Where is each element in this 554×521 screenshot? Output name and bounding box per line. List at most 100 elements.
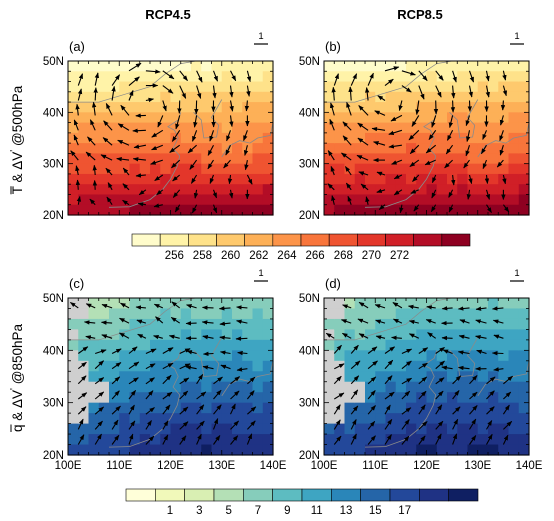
wind-vector [138, 189, 147, 196]
wind-vector [247, 376, 256, 385]
coastline [108, 112, 182, 208]
colorbar-swatch [301, 488, 332, 502]
heatmap-cell [232, 339, 243, 351]
heatmap-cell [139, 163, 151, 175]
wind-vector [418, 362, 428, 370]
heatmap-cell [98, 163, 110, 175]
heatmap-cell [129, 102, 141, 113]
heatmap-cell [406, 71, 417, 83]
heatmap-cell [344, 318, 356, 330]
heatmap-cell [68, 163, 79, 175]
wind-vector [342, 304, 352, 309]
wind-vector [122, 183, 130, 191]
heatmap-cell [447, 298, 458, 310]
heatmap-cell [375, 423, 387, 435]
heatmap-cell [252, 444, 264, 456]
wind-vector [350, 389, 359, 400]
heatmap-cell [78, 413, 90, 425]
wind-vector [77, 73, 84, 86]
heatmap-cell [477, 392, 489, 404]
heatmap-cell [232, 308, 243, 320]
heatmap-cell [201, 163, 213, 175]
heatmap-cell [191, 413, 202, 425]
heatmap-cell [406, 392, 417, 404]
heatmap-cell [221, 163, 233, 175]
heatmap-cell [477, 204, 489, 216]
heatmap-cell [508, 402, 520, 414]
wind-vector [111, 362, 122, 370]
heatmap-cell [508, 194, 520, 206]
heatmap-cell [68, 81, 79, 93]
heatmap-cell [232, 298, 243, 310]
heatmap-cell [447, 153, 458, 165]
wind-vector [344, 166, 352, 176]
heatmap-cell [416, 381, 428, 393]
wind-vector [435, 404, 443, 415]
wind-vector [145, 69, 161, 74]
wind-vector [190, 174, 198, 184]
lat-tick-label: 30N [43, 398, 64, 410]
wind-vector [374, 110, 386, 116]
wind-vector [111, 405, 121, 415]
wind-vectors [325, 301, 513, 445]
wind-vector [145, 363, 156, 370]
wind-vector [174, 204, 181, 213]
lon-tick-label: 110E [362, 460, 388, 472]
heatmap-cell [426, 173, 438, 185]
heatmap-cell [150, 102, 161, 113]
wind-vector [207, 159, 214, 170]
wind-vector [401, 390, 411, 400]
heatmap-cell [334, 102, 346, 113]
wind-vector [77, 406, 87, 415]
heatmap-cell [201, 339, 213, 351]
colorbar-swatch [155, 488, 185, 502]
heatmap-cell [211, 81, 223, 93]
heatmap-cell [365, 102, 376, 113]
heatmap-cell [395, 360, 407, 372]
wind-vector [111, 376, 121, 385]
heatmap-cell [457, 91, 469, 103]
wind-vector [500, 100, 506, 111]
heatmap-cell [354, 329, 366, 341]
heatmap-cell [221, 173, 233, 185]
wind-vector [435, 377, 445, 385]
heatmap-cell [262, 423, 274, 435]
heatmap-cell [395, 350, 407, 362]
heatmap-cell [324, 318, 335, 330]
wind-vector [458, 365, 470, 371]
wind-vector [391, 335, 402, 341]
heatmap-cell [98, 81, 110, 93]
heatmap-cell [385, 413, 397, 425]
heatmap-cell [406, 434, 417, 446]
heatmap-cell [365, 163, 376, 175]
heatmap-cell [375, 163, 387, 175]
wind-vector [367, 346, 378, 354]
heatmap-cell [160, 102, 172, 113]
heatmap-cell [426, 444, 438, 456]
wind-vector [212, 189, 218, 199]
heatmap-cell [98, 329, 110, 341]
wind-vector [418, 70, 428, 81]
heatmap-cell [436, 204, 448, 216]
wind-vector [341, 332, 352, 339]
heatmap-cell [139, 434, 151, 446]
heatmap-cell [191, 350, 202, 362]
heatmap-cell [436, 163, 448, 175]
heatmap-cell [242, 402, 254, 414]
wind-vector [117, 139, 130, 146]
heatmap-cell [416, 112, 428, 124]
heatmap-cell [334, 298, 346, 310]
wind-vector [435, 360, 445, 370]
row-label-top: T & ΔV' @500hPa [9, 85, 25, 195]
heatmap-cell [436, 298, 448, 310]
heatmap-cell [180, 71, 192, 83]
wind-vector [145, 407, 155, 415]
heatmap-cell [98, 423, 110, 435]
heatmap-cell [139, 102, 151, 113]
wind-vector [85, 151, 96, 161]
colorbar-swatch [441, 233, 471, 247]
heatmap-cell [354, 423, 366, 435]
heatmap-cell [324, 61, 335, 72]
wind-vector [502, 434, 509, 445]
wind-vector [469, 391, 478, 400]
